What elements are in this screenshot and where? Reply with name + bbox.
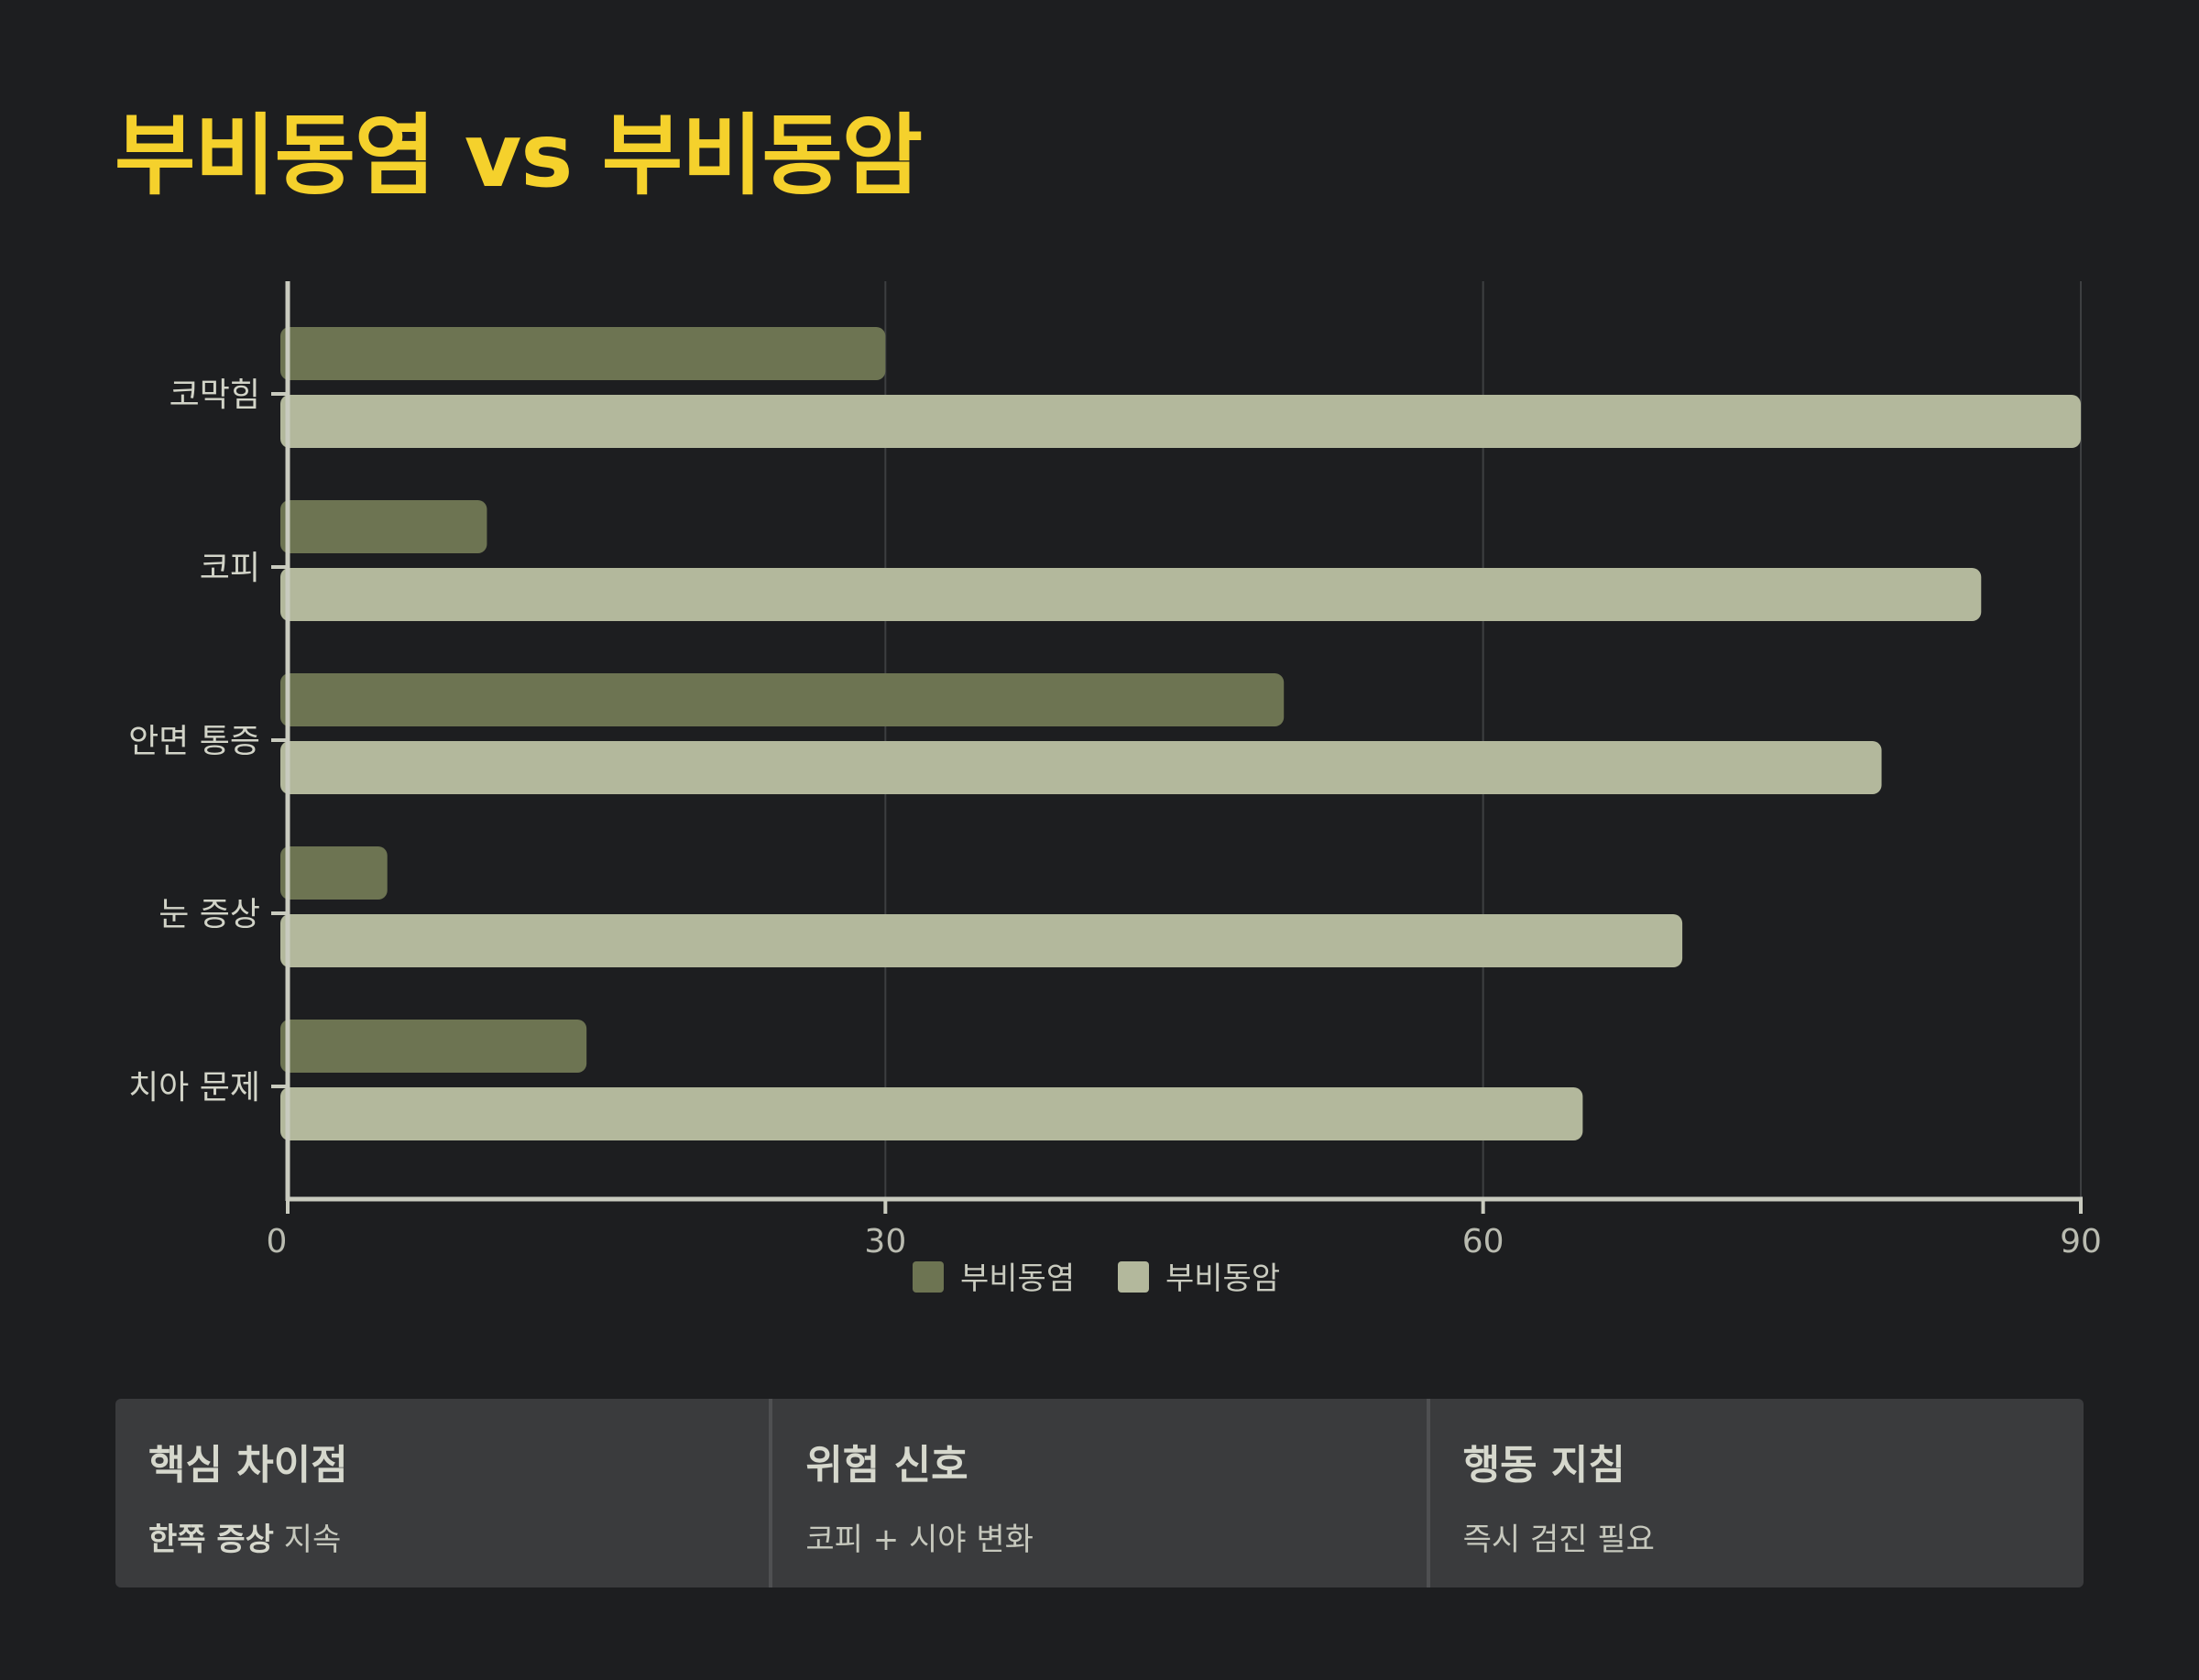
x-tick-label: 30 [864,1223,906,1260]
card-title: 핵심 차이점 [148,1442,348,1489]
card-key-difference: 핵심 차이점 한쪽 증상 지속 [115,1399,769,1587]
card-body-text: 지속 [273,1522,342,1558]
card-body-text: 코피 + 시야 변화 [805,1522,1034,1558]
card-body-text: 즉시 검진 필요 [1462,1522,1655,1558]
card-body: 즉시 검진 필요 [1463,1514,2051,1559]
y-tick-label: 눈 증상 [159,896,260,933]
bar-sinus-cancer [280,914,1683,967]
legend: 부비동염 부비동암 [913,1260,1280,1297]
bar-sinusitis [280,673,1285,726]
x-tick-label: 60 [1462,1223,1504,1260]
x-tick-labels: 0 30 60 90 [267,1223,2102,1260]
bar-sinus-cancer [280,741,1882,794]
card-warning-signs: 위험 신호 코피 + 시야 변화 [769,1399,1426,1587]
bar-sinusitis [280,846,388,900]
y-tick-label: 안면 통증 [128,723,260,760]
bar-sinusitis [280,1020,587,1073]
legend-label: 부비동염 [960,1260,1075,1297]
x-tick-label: 0 [267,1223,288,1260]
bar-sinusitis [280,327,886,380]
card-title: 위험 신호 [805,1442,968,1489]
legend-swatch [1118,1261,1149,1293]
bars [280,327,2081,1140]
bar-sinusitis [280,500,487,553]
y-tick-label: 치아 문제 [128,1069,260,1107]
bar-sinus-cancer [280,395,2081,448]
x-tick-label: 90 [2060,1223,2102,1260]
card-title: 행동 지침 [1462,1442,1625,1489]
legend-label: 부비동암 [1165,1260,1280,1297]
bar-sinus-cancer [280,568,1982,621]
bar-sinus-cancer [280,1087,1583,1140]
card-body-bold: 한쪽 증상 [148,1522,274,1558]
card-body: 코피 + 시야 변화 [805,1514,1393,1559]
legend-swatch [913,1261,944,1293]
axes [271,281,2083,1214]
page-title: 부비동염 vs 부비동암 [115,104,923,207]
y-tick-label: 코막힘 [170,376,260,414]
summary-cards: 핵심 차이점 한쪽 증상 지속 위험 신호 코피 + 시야 변화 행동 지침 즉… [115,1399,2084,1587]
card-action-guide: 행동 지침 즉시 검진 필요 [1426,1399,2084,1587]
card-body: 한쪽 증상 지속 [148,1514,736,1559]
y-tick-label: 코피 [200,550,260,587]
